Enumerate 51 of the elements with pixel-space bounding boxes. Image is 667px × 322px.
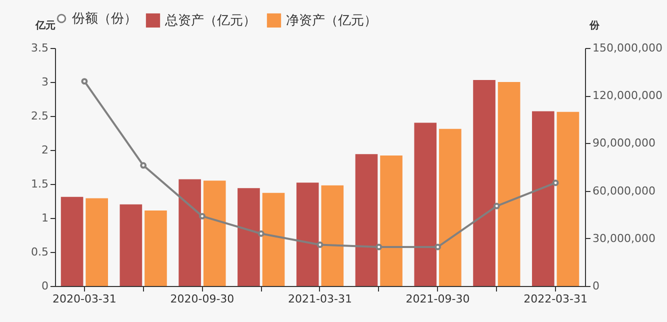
- bar: [86, 198, 108, 286]
- x-tick-label: 2021-09-30: [406, 292, 470, 306]
- point: [81, 78, 88, 85]
- bar: [532, 111, 554, 286]
- point: [434, 244, 442, 250]
- bar: [120, 204, 142, 286]
- point: [258, 230, 264, 237]
- x-tick-label: 2020-09-30: [170, 292, 234, 306]
- bar: [60, 196, 84, 286]
- x-tick-label: 2020-03-31: [52, 292, 116, 306]
- y2-axis-title: 份: [588, 20, 600, 32]
- y2-tick-label: 0: [592, 280, 600, 292]
- x-tick-label: 2021-03-31: [288, 292, 352, 306]
- point: [493, 202, 500, 210]
- y-axis-title: 亿元: [34, 20, 56, 32]
- bar: [473, 80, 496, 286]
- bar: [355, 154, 378, 286]
- bar: [321, 185, 344, 286]
- bar: [178, 179, 201, 286]
- bar: [498, 82, 520, 286]
- x-tick-label: 2022-03-31: [524, 292, 588, 306]
- bar: [296, 182, 319, 286]
- y2-tick-label: 30,000,000: [592, 232, 656, 245]
- bar: [556, 112, 580, 286]
- legend-label: 总资产（亿元）: [164, 13, 256, 28]
- bar: [262, 192, 285, 286]
- y-tick-label: 3: [42, 76, 48, 88]
- y2-tick-label: 120,000,000: [592, 89, 662, 102]
- point: [316, 242, 324, 248]
- bar: [439, 128, 462, 286]
- legend-label: 份额（份）: [72, 12, 137, 26]
- y-tick-label: 2: [42, 144, 48, 156]
- y-tick-label: 2.5: [31, 110, 48, 122]
- point: [552, 180, 559, 186]
- y-tick-label: 0: [42, 280, 48, 292]
- y2-tick-label: 150,000,000: [592, 42, 662, 54]
- legend-label: 净资产（亿元）: [286, 13, 377, 28]
- y-tick-label: 0.5: [31, 246, 48, 258]
- y2-tick-label: 60,000,000: [592, 184, 656, 198]
- y-tick-label: 1: [42, 212, 48, 224]
- bar: [238, 188, 260, 286]
- point: [376, 244, 382, 250]
- bar: [203, 180, 226, 286]
- point: [198, 212, 206, 220]
- bar: [144, 210, 167, 286]
- y2-tick-label: 90,000,000: [592, 136, 656, 150]
- y-tick-label: 3.5: [31, 42, 48, 54]
- bar: [414, 122, 437, 286]
- point: [140, 162, 147, 169]
- bar: [380, 155, 402, 286]
- y-tick-label: 1.5: [31, 178, 48, 190]
